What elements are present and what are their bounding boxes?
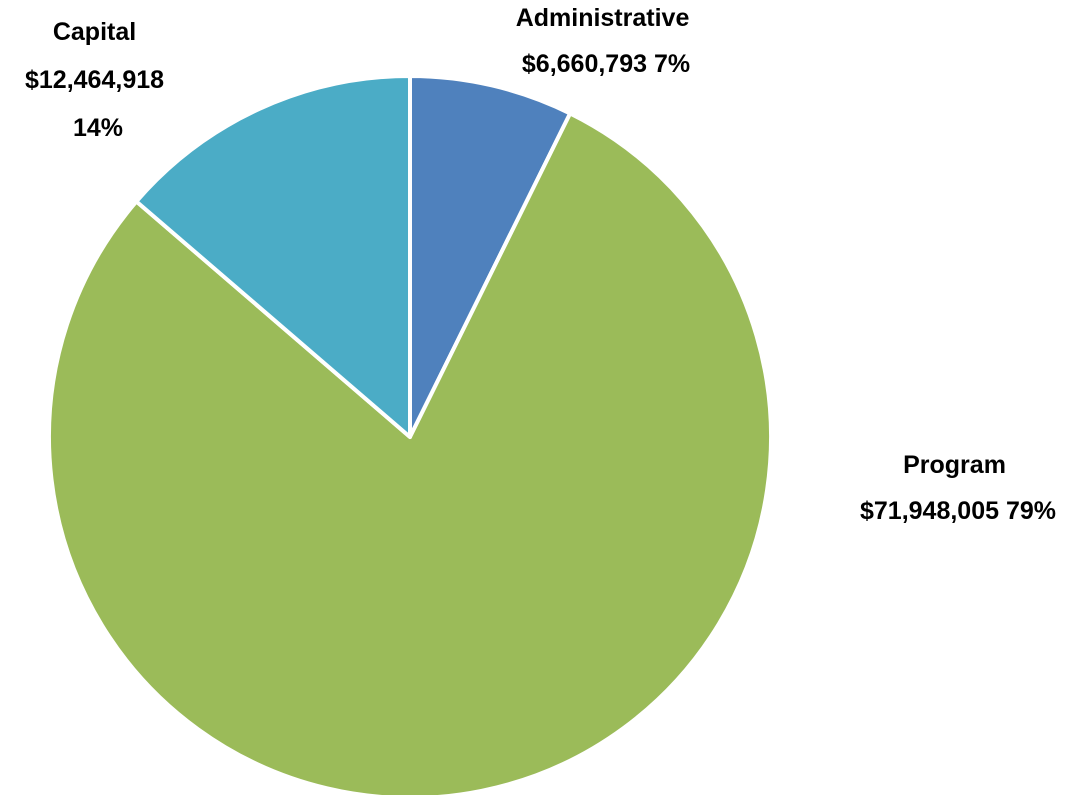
data-label-administrative-percent: 7%: [654, 50, 690, 78]
data-label-administrative: Administrative $6,660,793 7%: [516, 4, 697, 78]
data-label-capital-amount: $12,464,918: [25, 66, 164, 94]
data-label-capital-name: Capital: [53, 18, 136, 46]
data-label-capital-percent: 14%: [73, 114, 123, 142]
pie-slice-administrative: [408, 74, 573, 439]
pie-slice-capital: [134, 74, 412, 439]
data-label-program: Program $71,948,005 79%: [860, 451, 1056, 525]
data-label-capital: Capital $12,464,918 14%: [25, 18, 171, 142]
data-label-program-percent: 79%: [1006, 497, 1056, 525]
pie-slice-program: [47, 111, 773, 800]
data-label-administrative-value: $6,660,793 7%: [522, 50, 690, 78]
data-label-program-value: $71,948,005 79%: [860, 497, 1056, 525]
data-label-program-amount: $71,948,005: [860, 497, 999, 525]
data-label-administrative-name: Administrative: [516, 4, 690, 32]
data-label-program-name: Program: [903, 451, 1006, 479]
data-label-administrative-amount: $6,660,793: [522, 50, 647, 78]
pie-slices: [47, 74, 773, 800]
